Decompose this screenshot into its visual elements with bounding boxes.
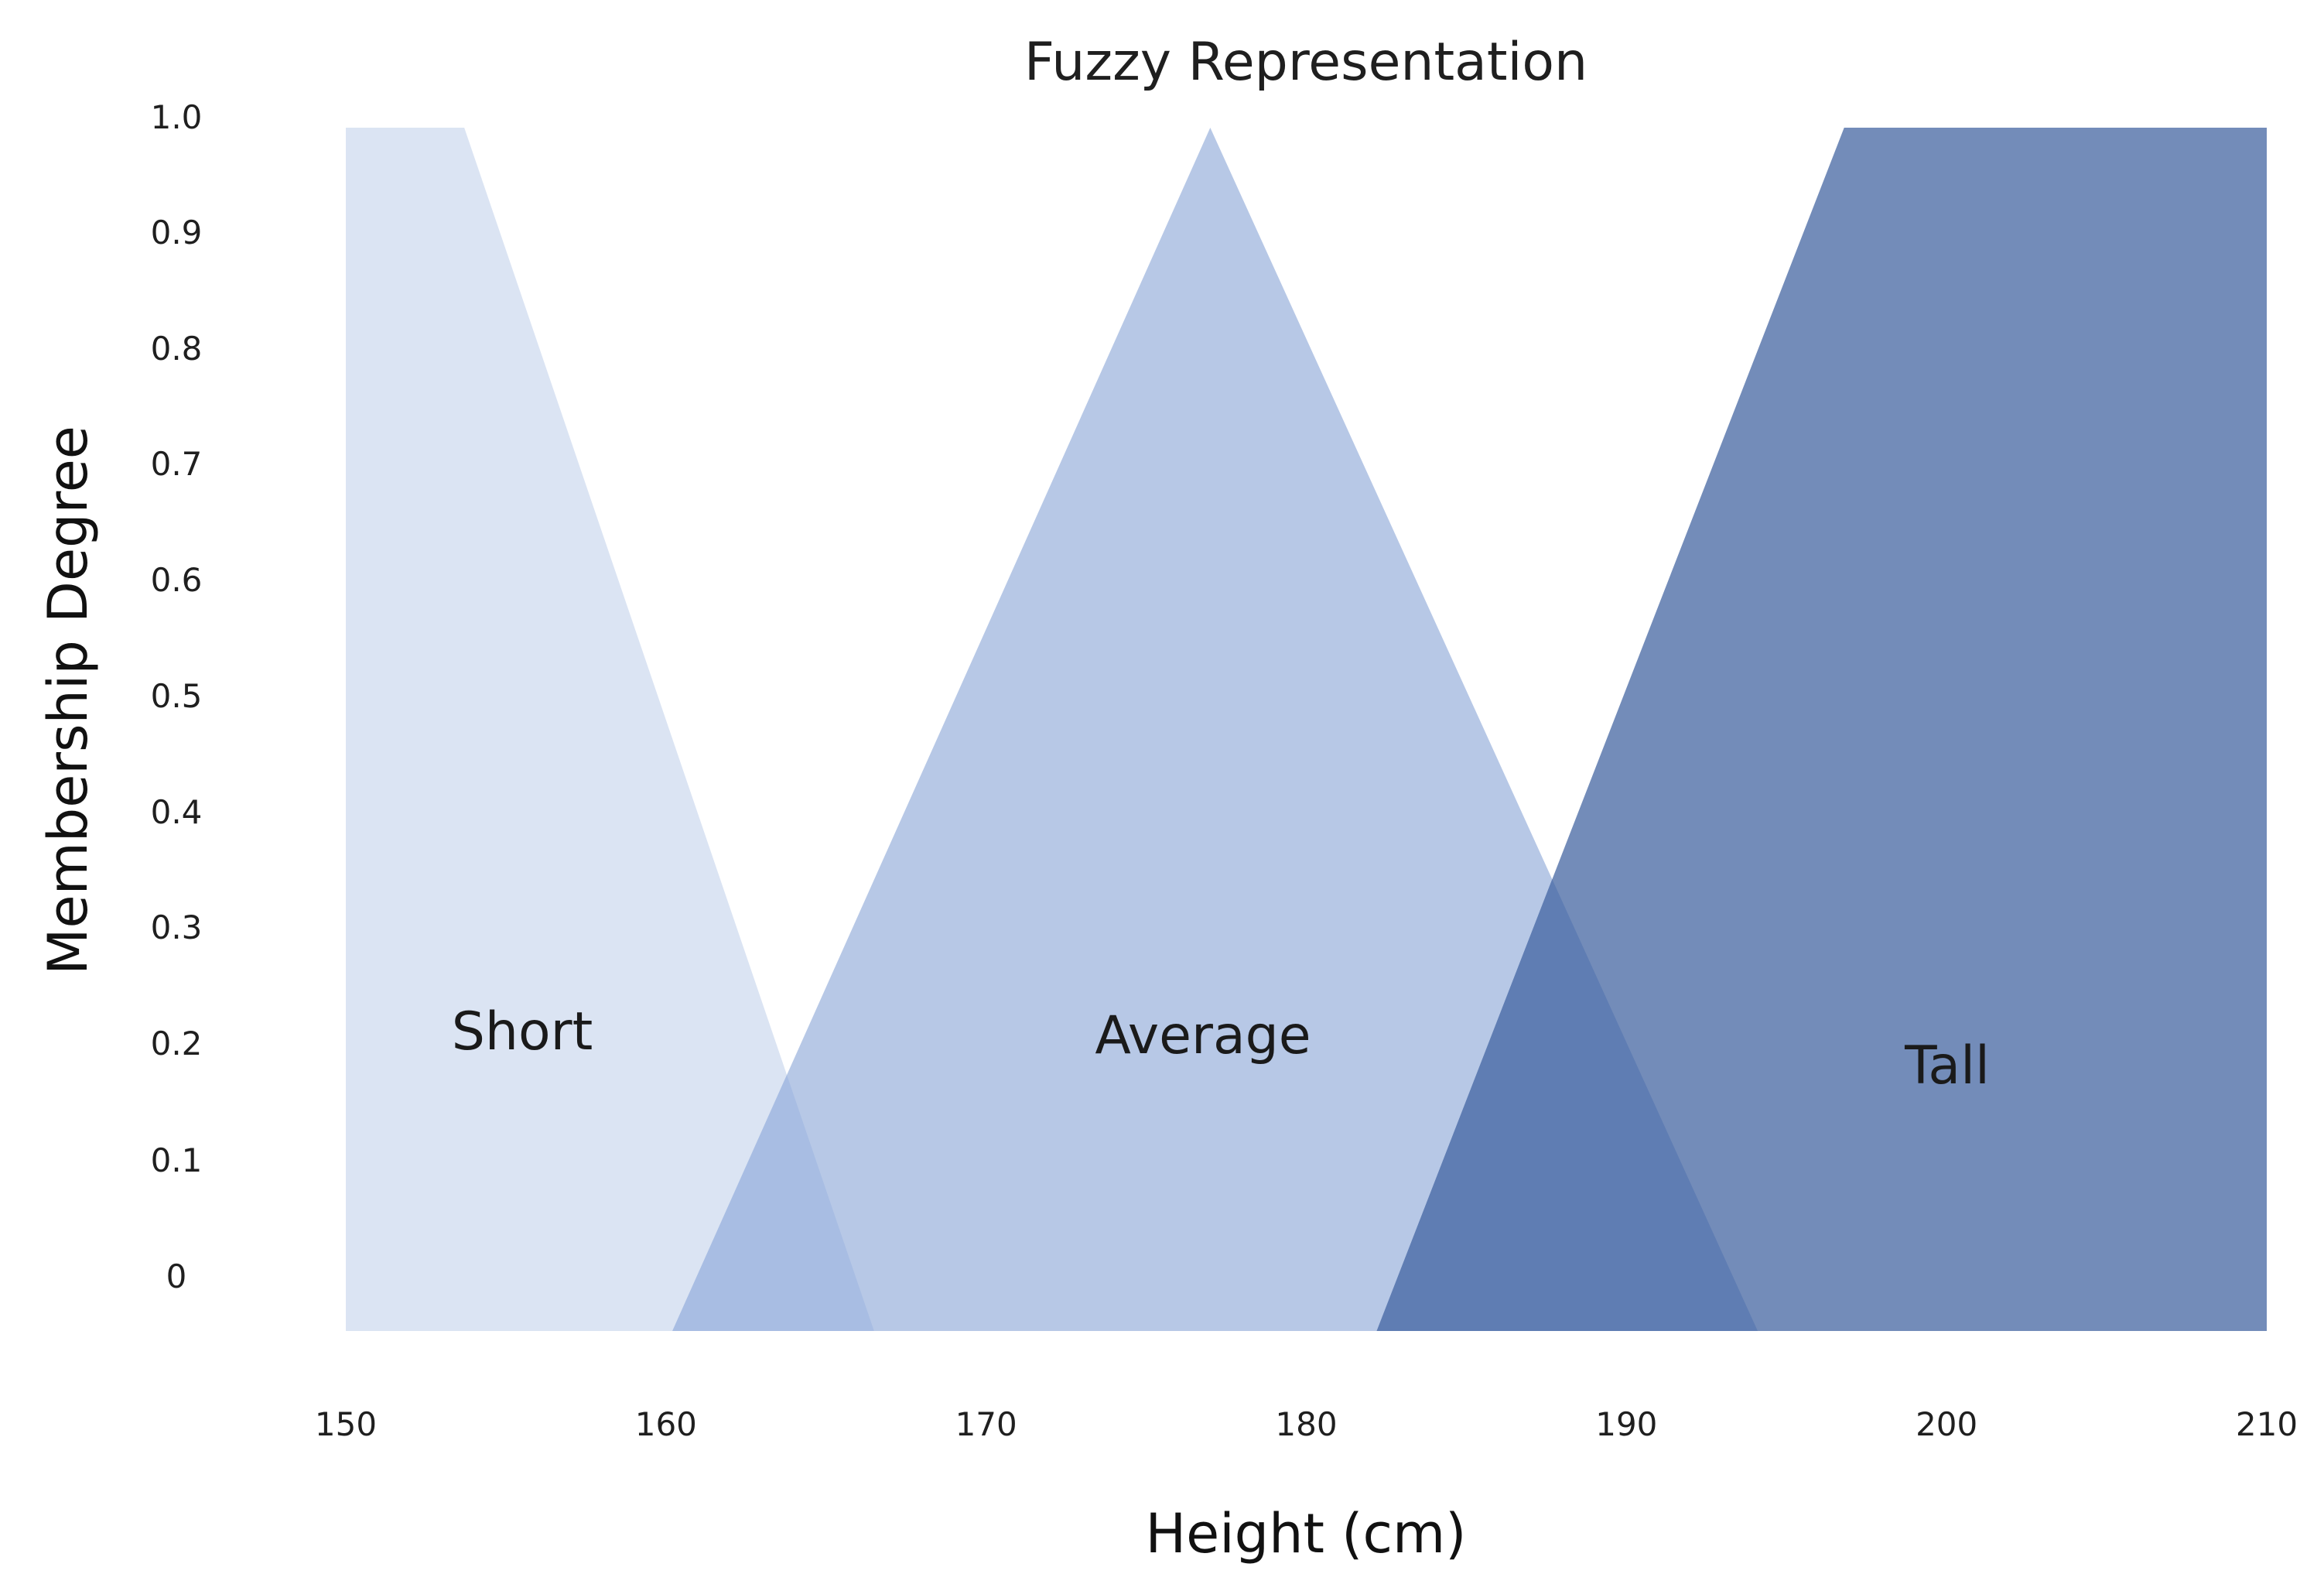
- y-tick-label: 1.0: [151, 98, 203, 136]
- series-average-area: [672, 128, 1758, 1331]
- x-tick-label: 210: [2236, 1405, 2298, 1443]
- y-tick-label: 0.9: [151, 214, 203, 251]
- y-tick-label: 0: [166, 1257, 187, 1295]
- chart-title: Fuzzy Representation: [1024, 32, 1587, 93]
- x-tick-label: 170: [955, 1405, 1017, 1443]
- y-tick-labels: 0 0.1 0.2 0.3 0.4 0.5 0.6 0.7 0.8 0.9 1.0: [151, 98, 203, 1295]
- y-tick-label: 0.1: [151, 1141, 203, 1179]
- x-tick-label: 160: [635, 1405, 697, 1443]
- y-tick-label: 0.4: [151, 793, 203, 831]
- series-label-short: Short: [452, 1001, 593, 1062]
- x-tick-labels: 150 160 170 180 190 200 210: [315, 1405, 2298, 1443]
- x-tick-label: 200: [1916, 1405, 1977, 1443]
- y-tick-label: 0.5: [151, 677, 203, 715]
- x-tick-label: 190: [1595, 1405, 1657, 1443]
- x-tick-label: 180: [1275, 1405, 1337, 1443]
- x-tick-label: 150: [315, 1405, 377, 1443]
- y-tick-label: 0.2: [151, 1025, 203, 1062]
- overlap-average-tall: [1376, 128, 1758, 1331]
- y-axis-title: Membership Degree: [36, 426, 100, 975]
- series-short-area: [346, 128, 874, 1331]
- x-axis-title: Height (cm): [1146, 1502, 1467, 1565]
- series-label-average: Average: [1095, 1005, 1311, 1066]
- y-tick-label: 0.8: [151, 330, 203, 368]
- plot-layer: [346, 128, 2267, 1331]
- y-tick-label: 0.7: [151, 445, 203, 483]
- y-tick-label: 0.3: [151, 908, 203, 946]
- y-tick-label: 0.6: [151, 561, 203, 599]
- series-label-tall: Tall: [1904, 1035, 1990, 1097]
